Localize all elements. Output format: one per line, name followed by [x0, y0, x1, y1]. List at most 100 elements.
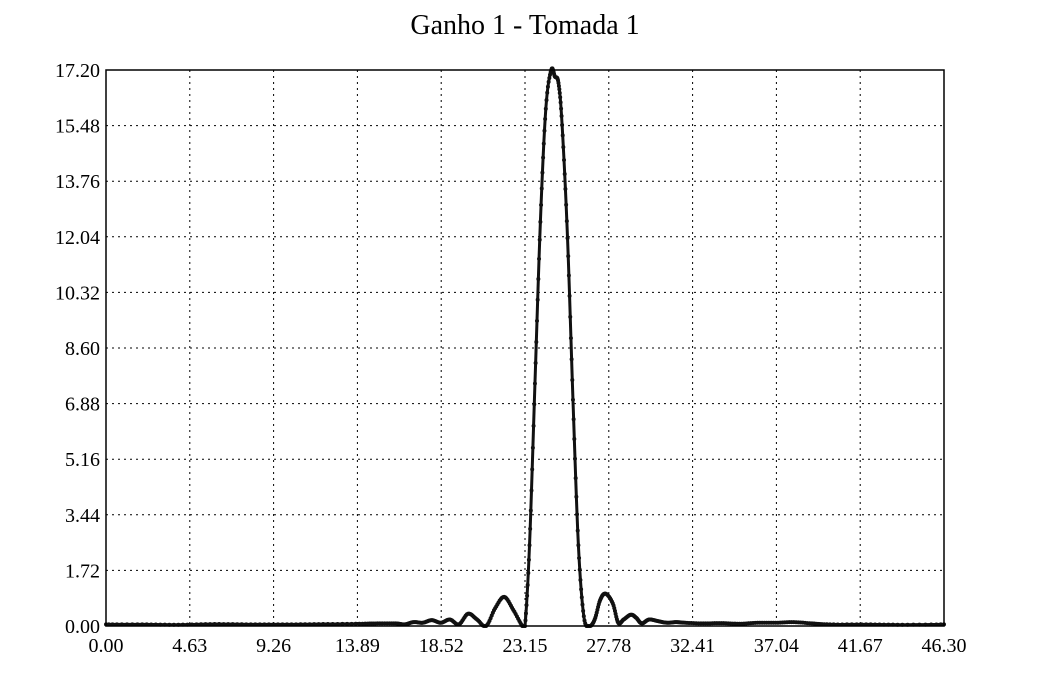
y-tick-label: 0.00 — [65, 616, 100, 638]
data-point — [523, 618, 528, 623]
data-point — [572, 436, 577, 441]
data-point — [581, 608, 586, 613]
data-point — [556, 80, 561, 85]
data-point — [542, 128, 547, 133]
data-point — [303, 622, 308, 627]
grid — [106, 70, 944, 626]
x-tick-label: 32.41 — [670, 635, 715, 657]
data-point — [230, 622, 235, 627]
data-point — [566, 254, 571, 259]
data-point — [573, 456, 577, 461]
data-point — [316, 622, 321, 627]
data-point — [543, 117, 548, 122]
series-layer — [104, 66, 946, 628]
data-point — [573, 476, 578, 481]
data-point — [540, 170, 545, 175]
data-point — [559, 106, 564, 111]
data-point — [571, 417, 576, 422]
data-point — [357, 621, 362, 626]
data-point — [558, 100, 563, 105]
data-point — [525, 582, 530, 587]
data-point — [539, 202, 544, 207]
data-point — [526, 570, 531, 575]
x-tick-label: 18.52 — [419, 635, 464, 657]
data-point — [578, 578, 583, 582]
data-point — [541, 141, 546, 146]
data-point — [235, 622, 240, 627]
data-point — [577, 556, 582, 561]
data-point — [575, 528, 580, 533]
y-tick-label: 15.48 — [55, 116, 100, 138]
data-point — [528, 508, 533, 513]
x-tick-label: 23.15 — [503, 635, 548, 657]
y-tick-label: 5.16 — [65, 449, 100, 471]
data-point — [536, 276, 541, 281]
data-point — [349, 621, 354, 626]
data-point — [579, 595, 584, 600]
data-point — [529, 488, 534, 493]
tick-labels: 0.00 4.63 9.26 13.89 18.52 23.15 27.78 32.41 37.… — [55, 60, 967, 657]
y-tick-label: 3.44 — [65, 505, 100, 527]
data-point — [208, 622, 213, 627]
y-tick-label: 8.60 — [65, 338, 100, 360]
data-point — [569, 357, 574, 362]
data-point — [534, 318, 539, 323]
data-point — [545, 90, 550, 95]
data-point — [353, 621, 358, 626]
y-tick-label: 17.20 — [55, 60, 100, 82]
data-point — [532, 381, 537, 386]
data-point — [226, 622, 231, 627]
data-point — [581, 614, 586, 619]
data-point — [535, 297, 540, 302]
x-tick-label: 46.30 — [922, 635, 967, 657]
data-point — [559, 114, 564, 119]
data-point — [545, 84, 550, 89]
x-tick-label: 37.04 — [754, 635, 799, 657]
data-point — [561, 145, 566, 150]
data-point — [526, 557, 531, 562]
x-tick-label: 9.26 — [256, 635, 291, 657]
data-point — [531, 423, 536, 428]
data-point — [533, 361, 538, 366]
data-point — [325, 622, 330, 627]
data-point — [570, 377, 575, 382]
y-tick-label: 12.04 — [55, 227, 100, 249]
data-point — [330, 621, 335, 626]
data-point — [528, 526, 533, 531]
data-point — [340, 621, 345, 626]
data-point — [530, 467, 535, 472]
plot-frame — [105, 69, 945, 627]
data-point — [562, 158, 567, 163]
data-point — [538, 219, 543, 224]
data-point — [562, 172, 567, 177]
data-point — [345, 621, 350, 626]
data-point — [567, 293, 572, 298]
data-point — [537, 256, 542, 261]
y-tick-label: 1.72 — [65, 560, 100, 582]
data-point — [321, 622, 326, 627]
data-point — [543, 106, 548, 111]
data-point — [217, 622, 222, 627]
x-tick-label: 0.00 — [89, 635, 124, 657]
x-tick-label: 27.78 — [586, 635, 631, 657]
data-point — [532, 402, 537, 407]
data-point — [539, 186, 544, 191]
data-point — [564, 219, 569, 224]
data-point — [556, 84, 561, 88]
y-tick-label: 13.76 — [55, 171, 100, 193]
chart-title: Ganho 1 - Tomada 1 — [410, 10, 639, 41]
x-tick-label: 41.67 — [838, 635, 883, 657]
data-point — [580, 602, 585, 607]
data-point — [564, 202, 569, 207]
data-point — [530, 445, 535, 450]
data-point — [560, 133, 565, 138]
data-point — [307, 622, 312, 627]
x-tick-label: 13.89 — [335, 635, 380, 657]
data-point — [574, 494, 579, 499]
data-point — [570, 397, 575, 402]
data-point — [527, 543, 532, 548]
data-point — [544, 98, 549, 103]
data-point — [335, 621, 340, 626]
data-point — [523, 611, 528, 616]
